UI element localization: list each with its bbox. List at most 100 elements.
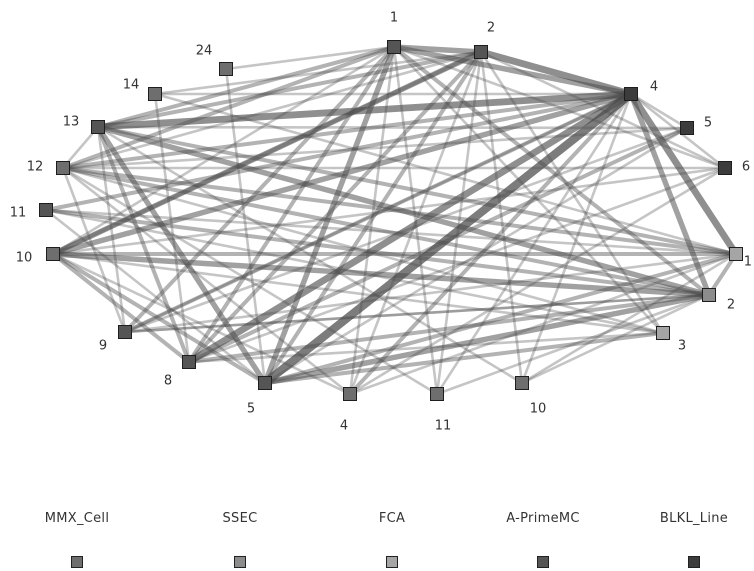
edge-l14-n2 xyxy=(153,50,483,96)
legend-label: BLKL_Line xyxy=(659,511,729,526)
node-marker[interactable] xyxy=(624,87,638,101)
node-marker[interactable] xyxy=(656,326,670,340)
edge-n1-b11 xyxy=(392,45,439,396)
edge-n1-b4 xyxy=(348,45,396,396)
node-label: 13 xyxy=(63,115,80,130)
node-marker[interactable] xyxy=(387,40,401,54)
node-n1[interactable]: 1 xyxy=(387,11,401,54)
edge-n5-l12 xyxy=(61,126,689,170)
edge-n4-b10 xyxy=(520,92,633,385)
edge-n1-c3 xyxy=(392,45,665,335)
legend-item-ssec: SSEC xyxy=(185,510,295,568)
edge-n4-b4 xyxy=(348,92,633,396)
node-marker[interactable] xyxy=(219,62,233,76)
edge-l10-b5 xyxy=(51,252,267,385)
edge-n2-b5 xyxy=(263,50,483,385)
node-marker[interactable] xyxy=(343,387,357,401)
legend-label: FCA xyxy=(378,511,406,526)
legend-swatch xyxy=(71,556,83,568)
edge-n2-c3 xyxy=(479,50,665,335)
node-marker[interactable] xyxy=(718,161,732,175)
legend-swatch xyxy=(234,556,246,568)
legend-item-blkl-line: BLKL_Line xyxy=(639,510,749,568)
node-b4[interactable]: 4 xyxy=(340,387,357,434)
node-marker[interactable] xyxy=(515,376,529,390)
edge-l13-n5 xyxy=(96,125,689,130)
node-label: 6 xyxy=(742,160,750,175)
edge-n2-b10 xyxy=(479,50,524,385)
edge-b4-l10 xyxy=(51,252,352,396)
edge-n2-l13 xyxy=(96,50,483,129)
edge-l13-c1 xyxy=(96,125,738,256)
node-c1[interactable]: 1 xyxy=(729,247,753,270)
node-marker[interactable] xyxy=(258,376,272,390)
node-marker[interactable] xyxy=(182,355,196,369)
node-marker[interactable] xyxy=(56,161,70,175)
edge-n4-l12 xyxy=(61,92,633,170)
edge-n4-n6 xyxy=(629,92,727,170)
node-marker[interactable] xyxy=(39,203,53,217)
legend-swatch xyxy=(688,556,700,568)
edge-layer xyxy=(44,44,740,396)
edge-n5-b9 xyxy=(123,126,689,334)
edge-b5-c2 xyxy=(262,292,712,386)
edge-n4-c1 xyxy=(627,90,740,258)
edge-b11-c2 xyxy=(435,293,711,396)
edge-c1-b10 xyxy=(520,252,738,385)
node-n4[interactable]: 4 xyxy=(624,80,659,101)
node-l13[interactable]: 13 xyxy=(63,115,105,134)
node-b11[interactable]: 11 xyxy=(430,387,452,434)
edge-l11-c1 xyxy=(44,208,738,256)
node-n2[interactable]: 2 xyxy=(474,21,496,59)
edge-l14-b8 xyxy=(153,92,191,364)
node-b9[interactable]: 9 xyxy=(99,325,132,354)
node-label: 3 xyxy=(678,339,686,354)
node-marker[interactable] xyxy=(729,247,743,261)
node-label: 11 xyxy=(435,419,452,434)
node-marker[interactable] xyxy=(430,387,444,401)
node-l14[interactable]: 14 xyxy=(123,78,162,101)
legend-item-fca: FCA xyxy=(337,510,447,568)
node-l10[interactable]: 10 xyxy=(16,247,60,266)
edge-n2-n6 xyxy=(479,50,727,170)
node-l24[interactable]: 24 xyxy=(196,44,233,76)
node-marker[interactable] xyxy=(702,288,716,302)
edge-n2-b11 xyxy=(435,50,483,396)
node-b10[interactable]: 10 xyxy=(515,376,547,417)
edge-b9-c1 xyxy=(123,252,738,334)
edge-b9-n4 xyxy=(123,92,633,334)
edge-n2-b8 xyxy=(187,50,483,364)
node-b5[interactable]: 5 xyxy=(247,376,272,417)
node-c2[interactable]: 2 xyxy=(702,288,736,313)
node-c3[interactable]: 3 xyxy=(656,326,687,354)
node-n5[interactable]: 5 xyxy=(680,116,713,135)
edge-c2-b9 xyxy=(123,293,711,334)
node-marker[interactable] xyxy=(148,87,162,101)
legend: MMX_Cell SSEC FCA A-PrimeMC BLKL_Line xyxy=(0,510,754,571)
node-n6[interactable]: 6 xyxy=(718,160,751,175)
edge-n2-n4 xyxy=(477,48,635,98)
edge-l10-n2 xyxy=(50,49,484,257)
node-marker[interactable] xyxy=(118,325,132,339)
edge-l12-c2 xyxy=(61,166,711,297)
edge-b5-c3 xyxy=(263,331,665,385)
node-label: 9 xyxy=(99,339,107,354)
node-label: 5 xyxy=(247,402,255,417)
edge-b8-n6 xyxy=(187,166,727,364)
edge-n6-l10 xyxy=(51,166,727,256)
node-l12[interactable]: 12 xyxy=(27,160,70,175)
legend-label: SSEC xyxy=(222,511,258,526)
node-l11[interactable]: 11 xyxy=(10,203,53,221)
node-marker[interactable] xyxy=(91,120,105,134)
edge-l13-b8 xyxy=(96,125,191,364)
edge-n4-n5 xyxy=(629,92,689,130)
node-label: 1 xyxy=(744,255,752,270)
node-b8[interactable]: 8 xyxy=(164,355,196,389)
node-marker[interactable] xyxy=(680,121,694,135)
edge-n4-b8 xyxy=(185,90,635,366)
edge-l12-c1 xyxy=(61,166,738,256)
node-marker[interactable] xyxy=(46,247,60,261)
node-marker[interactable] xyxy=(474,45,488,59)
edge-b10-c2 xyxy=(520,293,711,385)
